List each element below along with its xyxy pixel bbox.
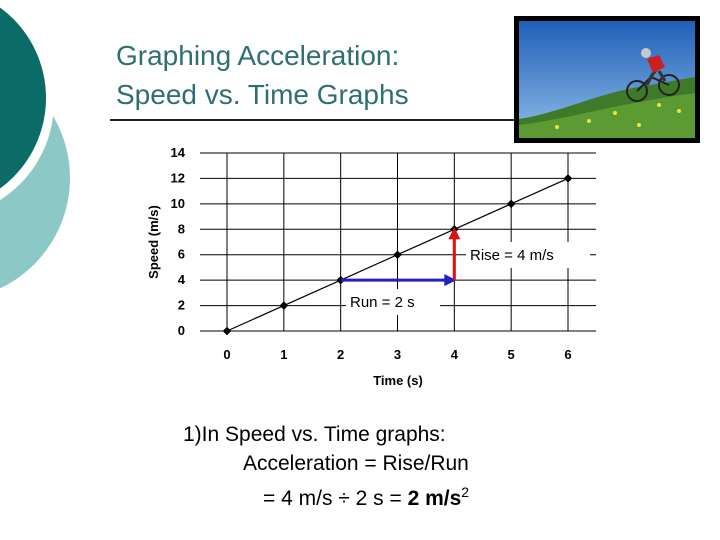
run-arrowhead: [444, 274, 457, 287]
decorative-circles: [0, 3, 70, 289]
chart-annotations: Rise = 4 m/s Run = 2 s: [340, 227, 590, 315]
data-point: [563, 174, 573, 183]
grass-foreground: [519, 93, 695, 138]
chart-grid: [200, 152, 596, 332]
y-tick-label: 14: [171, 145, 186, 160]
run-label-box: [346, 289, 440, 315]
title-line-2: Speed vs. Time Graphs: [116, 79, 409, 110]
x-tick-label: 6: [564, 347, 571, 362]
x-tick-label: 1: [280, 347, 287, 362]
x-tick-label: 4: [451, 347, 459, 362]
data-point: [279, 301, 289, 310]
x-tick-label: 2: [337, 347, 344, 362]
x-tick-label: 5: [508, 347, 515, 362]
data-point: [506, 199, 516, 209]
title-line-1: Graphing Acceleration:: [116, 40, 400, 71]
rise-arrowhead: [448, 227, 461, 240]
data-point: [393, 250, 402, 259]
calc-prefix: = 4 m/s ÷ 2 s =: [263, 487, 408, 510]
cyclist-photo: [514, 16, 700, 143]
y-tick-label: 0: [178, 323, 185, 338]
calc-result: 2 m/s: [407, 487, 462, 510]
cyclist-jersey: [647, 55, 665, 73]
y-tick-label: 2: [178, 298, 185, 313]
rise-label-box: [466, 242, 590, 268]
y-tick-label: 12: [171, 170, 185, 185]
title-underline: [110, 119, 522, 121]
explanation-text: 1)In Speed vs. Time graphs: Acceleration…: [183, 420, 469, 513]
slide-title: Graphing Acceleration: Speed vs. Time Gr…: [116, 36, 506, 114]
calc-exponent: 2: [461, 484, 470, 500]
y-tick-label: 6: [178, 247, 185, 262]
run-label: Run = 2 s: [350, 294, 415, 311]
y-tick-label: 8: [178, 221, 185, 236]
explanation-line-1: 1)In Speed vs. Time graphs:: [183, 423, 446, 446]
explanation-line-3: = 4 m/s ÷ 2 s = 2 m/s2: [183, 478, 469, 513]
x-tick-label: 0: [223, 347, 230, 362]
y-axis-label: Speed (m/s): [146, 205, 161, 279]
y-tick-label: 4: [178, 272, 186, 287]
explanation-line-2: Acceleration = Rise/Run: [243, 452, 469, 475]
x-axis-label: Time (s): [373, 373, 423, 388]
dark-teal-circle: [0, 7, 46, 189]
x-tick-label: 3: [394, 347, 401, 362]
chart-series: [222, 174, 573, 336]
data-point: [222, 326, 232, 336]
rise-label: Rise = 4 m/s: [470, 247, 554, 264]
y-tick-label: 10: [171, 196, 185, 211]
cyclist-helmet: [641, 48, 651, 58]
